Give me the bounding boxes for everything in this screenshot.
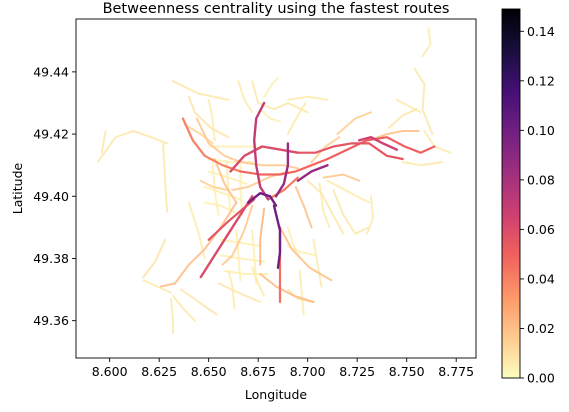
road-segment bbox=[296, 164, 329, 182]
road-segment bbox=[199, 195, 254, 279]
y-axis-label: Latitude bbox=[10, 162, 25, 214]
road-segment bbox=[263, 77, 279, 98]
road-segment bbox=[387, 108, 418, 129]
road-segment bbox=[207, 98, 216, 142]
road-segment bbox=[286, 95, 329, 101]
road-segment bbox=[259, 108, 281, 123]
road-segment bbox=[195, 117, 299, 170]
road-segment bbox=[217, 282, 262, 303]
road-segment bbox=[259, 207, 266, 266]
road-segment bbox=[172, 80, 230, 101]
y-axis-ticks: 49.36 49.38 49.40 49.42 49.44 bbox=[33, 64, 76, 328]
road-segment bbox=[332, 189, 371, 235]
x-tick-label: 8.675 bbox=[240, 364, 276, 379]
road-segment bbox=[223, 269, 270, 275]
road-segment bbox=[160, 201, 238, 288]
road-segment bbox=[180, 288, 218, 316]
road-segment bbox=[181, 117, 242, 173]
y-tick-label: 49.42 bbox=[33, 127, 69, 142]
road-segment bbox=[326, 179, 371, 204]
road-segment bbox=[322, 173, 361, 182]
road-segment bbox=[413, 67, 434, 136]
x-tick-label: 8.700 bbox=[290, 364, 326, 379]
colorbar: 0.00 0.02 0.04 0.06 0.08 0.10 0.12 0.14 bbox=[501, 8, 555, 386]
road-segment bbox=[229, 145, 299, 173]
colorbar-tick-label: 0.10 bbox=[527, 123, 555, 138]
road-segment bbox=[100, 130, 107, 154]
road-segment bbox=[239, 164, 244, 216]
colorbar-tick-label: 0.04 bbox=[527, 271, 555, 286]
road-segment bbox=[227, 269, 236, 310]
road-segment bbox=[368, 130, 420, 142]
road-segment bbox=[172, 294, 196, 322]
y-tick-label: 49.40 bbox=[33, 189, 69, 204]
road-segment bbox=[306, 179, 345, 235]
x-tick-label: 8.650 bbox=[191, 364, 227, 379]
colorbar-gradient bbox=[502, 9, 520, 378]
road-segment bbox=[219, 254, 266, 263]
road-segment bbox=[199, 179, 230, 192]
road-segment bbox=[279, 226, 333, 282]
chart-title: Betweenness centrality using the fastest… bbox=[103, 1, 450, 17]
colorbar-tick-label: 0.02 bbox=[527, 321, 555, 336]
road-segment bbox=[358, 136, 398, 151]
road-segment bbox=[336, 111, 372, 136]
road-segment bbox=[259, 273, 315, 303]
road-segment bbox=[294, 185, 313, 229]
road-segment bbox=[96, 130, 169, 164]
road-segment bbox=[272, 204, 282, 269]
plot-area-frame bbox=[75, 18, 477, 359]
road-segment bbox=[203, 185, 242, 201]
road-segment bbox=[310, 136, 341, 164]
road-segment bbox=[183, 123, 214, 145]
road-segment bbox=[251, 266, 266, 297]
road-segment bbox=[286, 226, 301, 260]
x-tick-label: 8.750 bbox=[389, 364, 425, 379]
road-segment bbox=[142, 279, 172, 294]
colorbar-tick-label: 0.00 bbox=[527, 371, 555, 386]
road-segment bbox=[221, 204, 254, 266]
x-tick-label: 8.600 bbox=[92, 364, 128, 379]
x-axis-ticks: 8.600 8.625 8.650 8.675 8.700 8.725 8.750 8.775 bbox=[92, 358, 474, 379]
colorbar-ticks: 0.00 0.02 0.04 0.06 0.08 0.10 0.12 0.14 bbox=[520, 24, 555, 386]
road-segment bbox=[312, 238, 323, 288]
road-segment bbox=[142, 238, 167, 279]
colorbar-tick-label: 0.14 bbox=[527, 24, 555, 39]
road-segment bbox=[162, 142, 169, 213]
x-tick-label: 8.625 bbox=[141, 364, 177, 379]
road-network bbox=[96, 27, 452, 335]
road-segment bbox=[170, 297, 174, 335]
colorbar-tick-label: 0.08 bbox=[527, 172, 555, 187]
x-tick-label: 8.775 bbox=[438, 364, 474, 379]
y-tick-label: 49.44 bbox=[33, 64, 69, 79]
colorbar-tick-label: 0.12 bbox=[527, 73, 555, 88]
y-tick-label: 49.36 bbox=[33, 313, 69, 328]
road-segment bbox=[286, 102, 307, 136]
road-segment bbox=[187, 95, 230, 139]
road-segment bbox=[247, 192, 278, 207]
road-segment bbox=[235, 229, 242, 282]
road-segment bbox=[251, 80, 309, 114]
y-tick-label: 49.38 bbox=[33, 251, 69, 266]
road-segment bbox=[326, 136, 436, 161]
colorbar-frame bbox=[501, 8, 521, 379]
road-segment bbox=[253, 101, 270, 201]
road-segment bbox=[211, 161, 220, 216]
road-segment bbox=[296, 142, 404, 161]
road-segment bbox=[237, 80, 254, 114]
road-segment bbox=[298, 269, 305, 316]
road-segment bbox=[401, 161, 444, 167]
road-segment bbox=[213, 158, 238, 204]
road-segment bbox=[421, 27, 432, 58]
x-axis-label: Longitude bbox=[245, 387, 307, 402]
colorbar-tick-label: 0.06 bbox=[527, 222, 555, 237]
x-tick-label: 8.725 bbox=[339, 364, 375, 379]
road-segment bbox=[395, 98, 422, 114]
road-segment bbox=[267, 176, 299, 201]
road-segment bbox=[286, 245, 317, 257]
road-segment bbox=[274, 142, 290, 198]
